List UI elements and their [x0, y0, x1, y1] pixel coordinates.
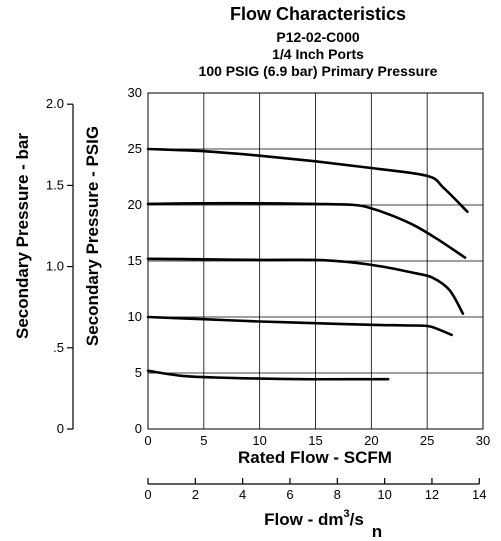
series-line-1	[146, 147, 469, 213]
secondary-y-axis-label: Secondary Pressure - bar	[13, 133, 32, 339]
y-tick-label: 20	[128, 197, 142, 212]
secondary-x-tick-label: 4	[239, 487, 246, 502]
secondary-y-tick-label: 1.0	[46, 259, 64, 274]
chart-subtitle-pressure: 100 PSIG (6.9 bar) Primary Pressure	[199, 63, 438, 79]
secondary-x-tick-label: 6	[286, 487, 293, 502]
secondary-y-tick-label: .5	[53, 340, 64, 355]
chart-subtitle-model: P12-02-C000	[276, 29, 359, 45]
chart-subtitle-ports: 1/4 Inch Ports	[272, 46, 364, 62]
y-tick-label: 30	[128, 85, 142, 100]
secondary-x-tick-label: 2	[192, 487, 199, 502]
secondary-x-axis-label-main: Flow - dm	[264, 510, 343, 529]
secondary-x-axis-label-superscript: 3	[344, 508, 350, 520]
y-tick-label: 10	[128, 309, 142, 324]
y-axis-label: Secondary Pressure - PSIG	[83, 126, 102, 346]
x-tick-label: 30	[476, 433, 490, 448]
secondary-y-tick-label: 1.5	[46, 177, 64, 192]
series-line-2	[146, 201, 467, 259]
secondary-x-tick-label: 10	[377, 487, 391, 502]
x-tick-label: 20	[364, 433, 378, 448]
y-tick-label: 25	[128, 141, 142, 156]
chart-title: Flow Characteristics	[230, 4, 406, 24]
secondary-y-tick-label: 0	[57, 421, 64, 436]
secondary-x-tick-label: 8	[334, 487, 341, 502]
x-tick-label: 25	[420, 433, 434, 448]
secondary-x-tick-label: 0	[144, 487, 151, 502]
x-tick-label: 15	[308, 433, 322, 448]
y-tick-label: 5	[135, 365, 142, 380]
chart-titles: Flow Characteristics P12-02-C000 1/4 Inc…	[199, 4, 438, 79]
plot-series	[146, 147, 469, 381]
secondary-x-tick-label: 14	[472, 487, 486, 502]
x-tick-label: 0	[144, 433, 151, 448]
secondary-x-axis-label-suffix: /s	[350, 510, 364, 529]
secondary-x-axis-label-subscript: n	[372, 522, 382, 541]
series-line-5	[146, 369, 390, 381]
x-tick-label: 10	[252, 433, 266, 448]
y-tick-label: 0	[135, 421, 142, 436]
x-tick-label: 5	[200, 433, 207, 448]
y-tick-label: 15	[128, 253, 142, 268]
axis-labels: Rated Flow - SCFM Secondary Pressure - P…	[13, 126, 392, 541]
secondary-x-axis-label: Flow - dm3/s	[264, 508, 364, 529]
x-axis-label: Rated Flow - SCFM	[238, 448, 392, 467]
secondary-x-tick-label: 12	[425, 487, 439, 502]
plot-axes: 0 5 10 15 20 25 30 0 5 10 15 20 25 30 0 2 4 6 8 10 12 14 0 .5 1.…	[46, 85, 490, 502]
series-line-3	[146, 257, 465, 315]
secondary-y-tick-label: 2.0	[46, 96, 64, 111]
series-line-4	[146, 315, 453, 337]
